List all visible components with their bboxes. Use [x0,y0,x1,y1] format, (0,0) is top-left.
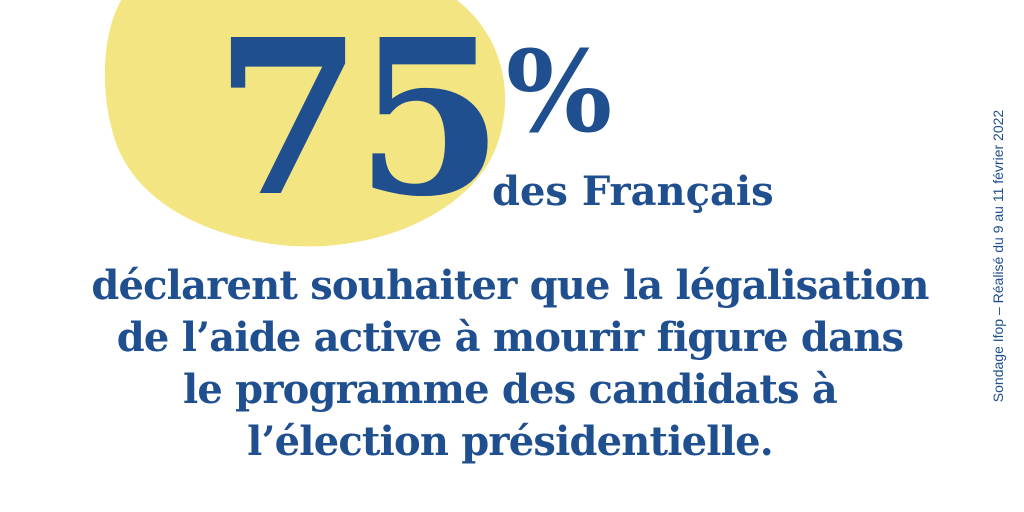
source-note: Sondage Ifop – Réalisé du 9 au 11 févrie… [986,96,1010,416]
yellow-blob-shape [104,0,506,247]
headline-statistic: 75 % [214,0,613,244]
percent-sign: % [505,27,613,158]
source-text: Sondage Ifop – Réalisé du 9 au 11 févrie… [990,109,1006,403]
yellow-blob-path [104,0,506,247]
statement-line-1: déclarent souhaiter que la légalisation [91,262,929,309]
statement-line-2: de l’aide active à mourir figure dans [116,314,904,361]
statistic-subject: des Français [492,168,774,215]
statement-line-4: l’élection présidentielle. [247,418,774,465]
statement-line-3: le programme des candidats à [183,366,838,413]
statistic-number: 75 [214,0,504,244]
statement-text: déclarent souhaiter que la légalisation … [60,260,960,468]
